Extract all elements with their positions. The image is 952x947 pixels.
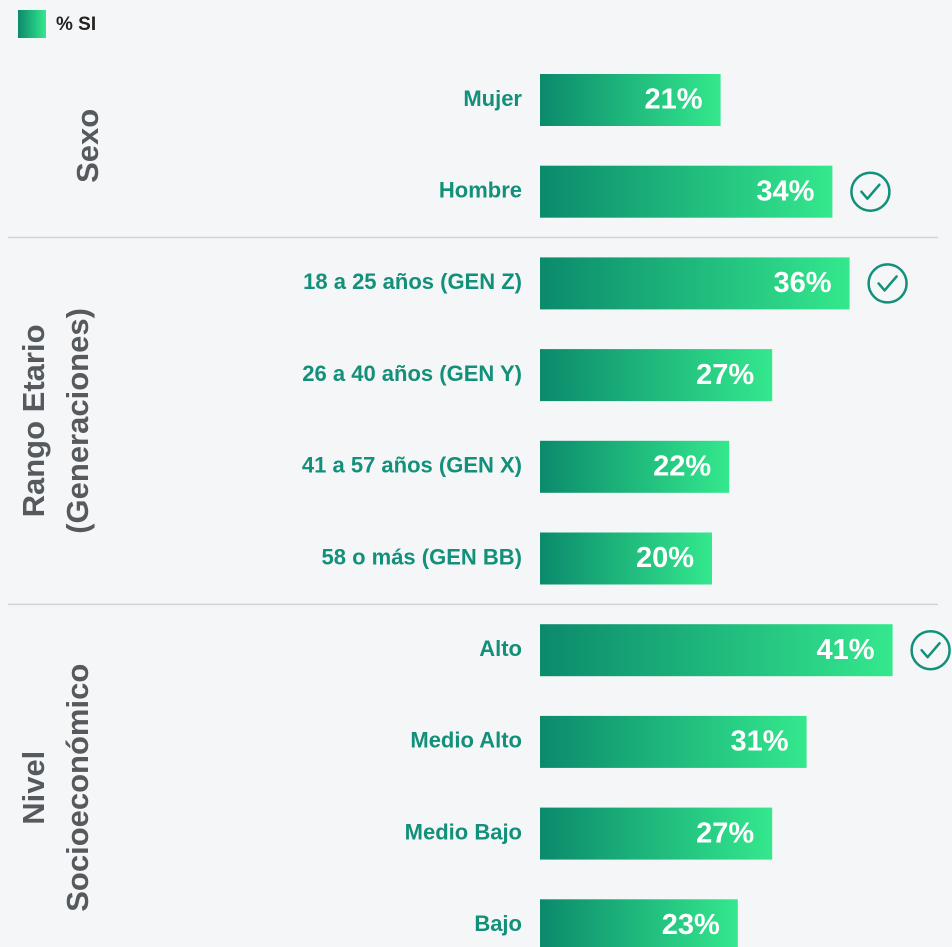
check-icon <box>867 263 908 304</box>
value-label: 31% <box>731 726 789 758</box>
check-circle <box>850 171 891 212</box>
category-label: Alto <box>479 636 522 661</box>
bar <box>540 257 850 310</box>
check-icon <box>850 171 891 212</box>
check-tick <box>860 183 881 200</box>
legend-label: % SI <box>56 14 96 35</box>
bar <box>540 165 833 218</box>
check-circle <box>867 263 908 304</box>
value-label: 21% <box>645 84 703 116</box>
group-label: Sexo <box>70 109 105 183</box>
value-label: 36% <box>774 267 832 299</box>
group-label: (Generaciones) <box>60 308 95 534</box>
category-label: Medio Alto <box>410 728 522 753</box>
bar <box>540 715 807 768</box>
group-label: Nivel <box>16 751 51 825</box>
category-label: Medio Bajo <box>405 819 522 844</box>
check-circle <box>910 629 951 671</box>
category-label: Hombre <box>439 178 522 203</box>
legend-swatch <box>18 10 46 38</box>
bar <box>540 74 721 126</box>
check-tick <box>920 641 941 659</box>
bar <box>540 440 730 493</box>
group-label: Socioeconómico <box>60 664 95 912</box>
value-label: 20% <box>636 542 694 574</box>
check-icon <box>910 629 951 671</box>
category-label: 41 a 57 años (GEN X) <box>302 453 522 478</box>
bar <box>540 624 893 677</box>
check-tick <box>877 275 898 292</box>
bar <box>540 807 773 860</box>
value-label: 41% <box>817 634 875 666</box>
bar <box>540 532 712 585</box>
category-label: Bajo <box>474 911 522 936</box>
category-label: 58 o más (GEN BB) <box>322 544 523 569</box>
bar <box>540 899 738 947</box>
bar <box>540 349 773 402</box>
category-label: 26 a 40 años (GEN Y) <box>302 361 522 386</box>
value-label: 27% <box>696 817 754 849</box>
value-label: 27% <box>696 359 754 391</box>
value-label: 22% <box>653 450 711 482</box>
category-label: Mujer <box>463 86 522 111</box>
group-label: Rango Etario <box>16 324 51 517</box>
value-label: 23% <box>662 909 720 941</box>
category-label: 18 a 25 años (GEN Z) <box>303 269 522 294</box>
value-label: 34% <box>756 175 814 207</box>
